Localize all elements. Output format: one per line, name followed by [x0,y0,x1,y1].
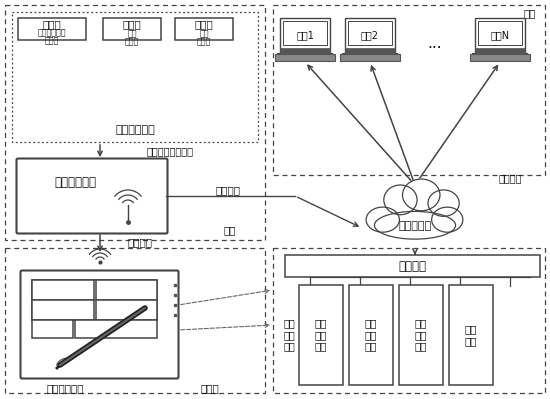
Text: 电压电流电阻压力: 电压电流电阻压力 [146,146,194,156]
Text: 信号处理模块: 信号处理模块 [54,176,96,190]
Text: 传感器: 传感器 [197,38,211,47]
Bar [32,280,94,300]
Bar [280,48,330,54]
Bar [399,285,443,385]
Bar [283,21,327,45]
Ellipse shape [384,185,417,215]
Text: 用户1: 用户1 [296,30,314,40]
Text: 压力: 压力 [199,30,209,38]
Text: 参数
设置: 参数 设置 [465,324,477,346]
Bar [32,280,157,320]
Ellipse shape [366,207,399,232]
Bar [12,12,258,142]
Bar [470,54,530,61]
Text: 蒸发器: 蒸发器 [195,19,213,29]
Ellipse shape [375,211,455,239]
Bar [96,300,157,320]
Text: 工业平板电脑: 工业平板电脑 [46,383,84,393]
Bar [18,18,86,40]
Text: 云端服务器: 云端服务器 [398,221,432,231]
Bar [475,18,525,54]
Bar [96,280,157,300]
Text: 无线信号: 无线信号 [128,237,152,247]
Bar [32,320,73,338]
Text: 冷凝器: 冷凝器 [123,19,141,29]
Text: 远程: 远程 [524,8,536,18]
Text: 算法
实时
分析: 算法 实时 分析 [365,318,377,352]
Text: 软件平台: 软件平台 [398,259,426,273]
Text: 用户N: 用户N [491,30,509,40]
Bar [349,285,393,385]
Text: 信号
实时
采集: 信号 实时 采集 [315,318,327,352]
Bar [273,5,545,175]
Text: 传感器: 传感器 [125,38,139,47]
Text: 压缩机: 压缩机 [43,19,62,29]
Bar [75,320,157,338]
Text: 路由模块: 路由模块 [216,185,240,195]
Text: 故障
分析
模块: 故障 分析 模块 [283,318,295,352]
Text: 本地: 本地 [224,225,236,235]
Bar [285,255,540,277]
Bar [175,18,233,40]
Text: 调度室: 调度室 [201,383,219,393]
Bar [32,300,94,320]
Bar [345,18,395,54]
Text: ...: ... [428,36,442,51]
Bar [340,54,400,61]
Ellipse shape [403,179,440,211]
Text: 电流电压电阻: 电流电压电阻 [38,28,66,38]
FancyBboxPatch shape [20,271,179,379]
Bar [275,54,335,61]
Bar [475,48,525,54]
Bar [103,18,161,40]
Bar [5,248,265,393]
Bar [348,21,392,45]
Bar [5,5,265,240]
Bar [273,248,545,393]
Bar [478,21,522,45]
Bar [345,48,395,54]
Bar [449,285,493,385]
Bar [299,285,343,385]
Text: 数据采集模块: 数据采集模块 [115,125,155,135]
Text: 压力: 压力 [127,30,137,38]
Ellipse shape [428,190,459,216]
Text: 传感器: 传感器 [45,36,59,45]
Bar [280,18,330,54]
Text: 网页发布: 网页发布 [498,173,522,183]
Ellipse shape [432,207,463,232]
FancyBboxPatch shape [16,158,168,233]
Text: 结果
实时
显示: 结果 实时 显示 [415,318,427,352]
Text: 用户2: 用户2 [361,30,379,40]
